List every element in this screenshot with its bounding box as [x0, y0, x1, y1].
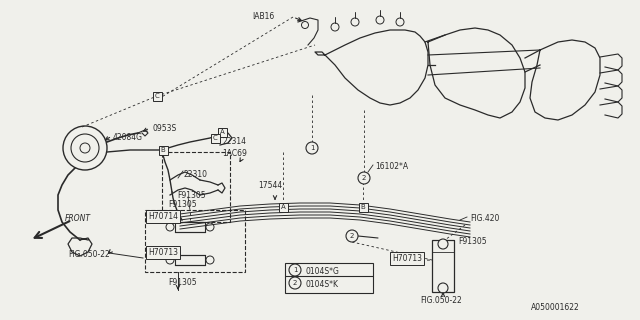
- Bar: [159, 146, 168, 155]
- Circle shape: [376, 16, 384, 24]
- Text: FIG.050-22: FIG.050-22: [420, 296, 461, 305]
- Bar: [175, 255, 205, 265]
- Text: B: B: [360, 204, 365, 210]
- Bar: [432, 240, 454, 292]
- Text: 22314: 22314: [222, 137, 246, 146]
- Text: 0953S: 0953S: [152, 124, 176, 133]
- Bar: [145, 210, 245, 272]
- Circle shape: [206, 223, 214, 231]
- Text: A: A: [280, 204, 285, 210]
- Circle shape: [306, 142, 318, 154]
- Text: 2: 2: [293, 280, 297, 286]
- Circle shape: [289, 277, 301, 289]
- Text: F91305: F91305: [177, 191, 205, 200]
- Text: FIG.420: FIG.420: [470, 214, 499, 223]
- Bar: [358, 203, 367, 212]
- Circle shape: [346, 230, 358, 242]
- Circle shape: [438, 283, 448, 293]
- Text: IAB16: IAB16: [252, 12, 275, 21]
- Circle shape: [396, 18, 404, 26]
- Text: H70713: H70713: [148, 248, 178, 257]
- Text: 17544: 17544: [258, 181, 282, 190]
- Circle shape: [289, 264, 301, 276]
- Circle shape: [331, 23, 339, 31]
- Text: 0104S*G: 0104S*G: [305, 267, 339, 276]
- Circle shape: [438, 239, 448, 249]
- Text: 2: 2: [362, 175, 366, 181]
- Circle shape: [301, 21, 308, 28]
- Text: 42084G: 42084G: [113, 133, 143, 142]
- Text: B: B: [161, 147, 165, 153]
- Text: 2: 2: [350, 233, 354, 239]
- Text: 16102*A: 16102*A: [375, 162, 408, 171]
- Text: H70714: H70714: [148, 212, 178, 221]
- Text: H70713: H70713: [392, 254, 422, 263]
- Text: C: C: [155, 93, 159, 99]
- Text: F91305: F91305: [168, 278, 196, 287]
- Bar: [152, 92, 161, 100]
- Text: FIG.050-22: FIG.050-22: [68, 250, 109, 259]
- Text: 1: 1: [292, 267, 297, 273]
- Bar: [211, 133, 220, 142]
- Bar: [175, 222, 205, 232]
- Circle shape: [206, 256, 214, 264]
- Text: 22310: 22310: [183, 170, 207, 179]
- Text: A: A: [220, 129, 225, 135]
- Bar: [285, 263, 373, 293]
- Circle shape: [358, 172, 370, 184]
- Text: C: C: [212, 135, 218, 141]
- Circle shape: [351, 18, 359, 26]
- Bar: [162, 152, 230, 222]
- Text: 0104S*K: 0104S*K: [305, 280, 338, 289]
- Text: F91305: F91305: [168, 200, 196, 209]
- Circle shape: [166, 223, 174, 231]
- Bar: [278, 203, 287, 212]
- Circle shape: [166, 256, 174, 264]
- Text: A050001622: A050001622: [531, 303, 580, 312]
- Bar: [218, 127, 227, 137]
- Text: 1AC69: 1AC69: [222, 149, 247, 158]
- Text: 1: 1: [310, 145, 314, 151]
- Text: F91305: F91305: [458, 237, 486, 246]
- Text: FRONT: FRONT: [65, 214, 91, 223]
